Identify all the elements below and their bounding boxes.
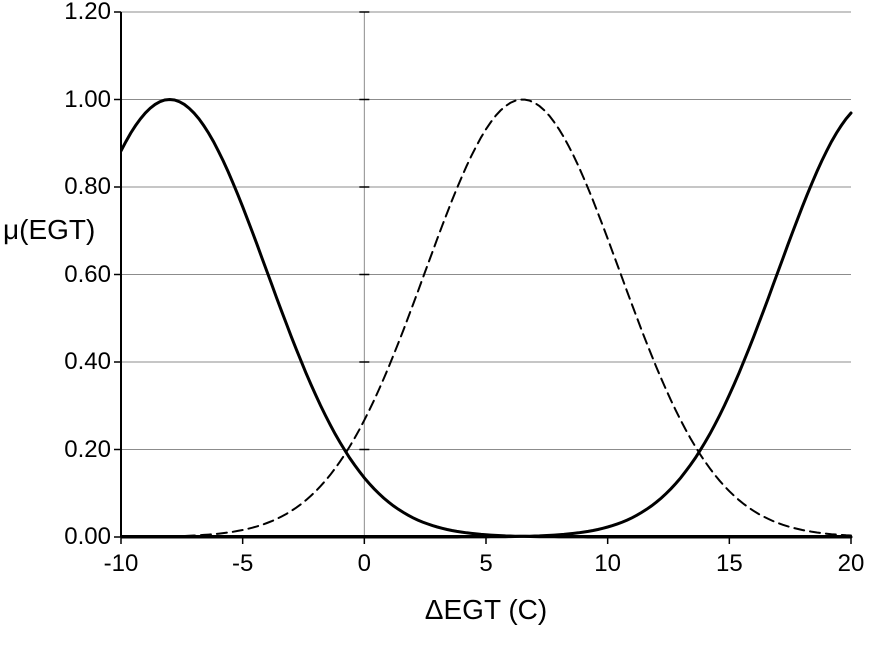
x-tick-label: 5 — [479, 550, 493, 577]
y-tick-label: 1.20 — [64, 0, 111, 25]
y-tick-label: 0.00 — [64, 523, 111, 550]
y-tick-label: 1.00 — [64, 85, 111, 113]
x-tick-label: 10 — [594, 550, 621, 577]
x-tick-label: -5 — [231, 550, 254, 577]
x-tick-label: 0 — [357, 550, 371, 577]
y-tick-label: 0.80 — [64, 173, 111, 200]
x-tick-label: 20 — [837, 550, 865, 577]
y-tick-label: 0.40 — [64, 348, 111, 375]
x-axis-title: ΔEGT (C) — [424, 594, 548, 625]
series-membership-left-solid — [121, 97, 853, 539]
series-membership-right-solid — [121, 111, 853, 539]
y-axis-title: μ(EGT) — [3, 214, 96, 245]
x-tick-label: 15 — [715, 550, 743, 577]
y-tick-label: 0.20 — [64, 435, 111, 463]
series-membership-middle-dashed — [121, 98, 852, 538]
y-tick-label: 0.60 — [64, 260, 111, 288]
x-tick-label: -10 — [103, 550, 139, 577]
